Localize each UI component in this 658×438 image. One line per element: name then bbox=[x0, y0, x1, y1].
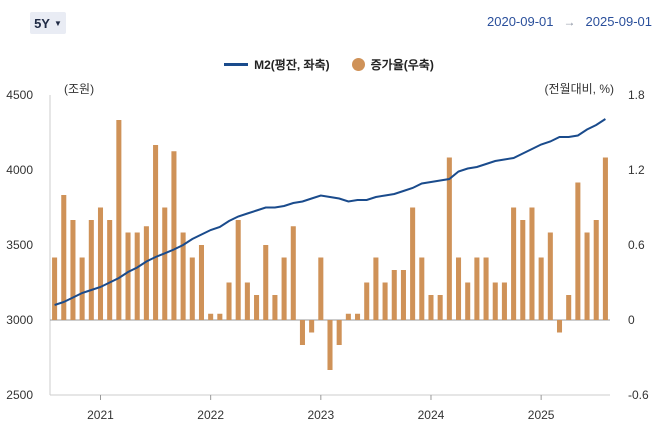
period-select-value: 5Y bbox=[34, 15, 50, 31]
growth-bar bbox=[153, 145, 159, 320]
growth-bar bbox=[465, 282, 471, 320]
m2-line bbox=[54, 118, 606, 306]
right-tick-label: -0.6 bbox=[628, 388, 649, 402]
growth-bar bbox=[501, 282, 507, 320]
legend-dot-marker bbox=[351, 58, 365, 71]
left-tick-label: 4000 bbox=[6, 163, 33, 177]
growth-bar bbox=[529, 207, 535, 320]
growth-bar bbox=[235, 220, 241, 320]
growth-bar bbox=[217, 313, 223, 320]
right-tick-label: 1.8 bbox=[628, 88, 645, 102]
growth-bar bbox=[391, 270, 397, 320]
left-tick-label: 4500 bbox=[6, 88, 33, 102]
x-tick-label: 2025 bbox=[528, 408, 555, 422]
arrow-right-icon: → bbox=[563, 14, 576, 29]
right-unit-label: (전월대비, %) bbox=[545, 82, 615, 96]
growth-bar bbox=[272, 295, 278, 320]
x-tick-label: 2022 bbox=[197, 408, 224, 422]
x-tick-label: 2024 bbox=[418, 408, 445, 422]
growth-bar bbox=[556, 320, 563, 333]
growth-bar bbox=[79, 257, 85, 320]
left-tick-label: 2500 bbox=[6, 388, 33, 402]
growth-bar bbox=[299, 320, 305, 345]
growth-bar bbox=[483, 257, 489, 320]
growth-bar bbox=[116, 120, 122, 320]
growth-bar bbox=[575, 182, 581, 320]
growth-bar bbox=[520, 220, 526, 320]
chevron-down-icon: ▼ bbox=[53, 18, 62, 28]
growth-bar bbox=[593, 220, 599, 320]
growth-bar bbox=[88, 220, 94, 320]
growth-bar bbox=[70, 220, 76, 320]
period-select[interactable]: 5Y ▼ bbox=[30, 12, 66, 34]
right-tick-label: 1.2 bbox=[628, 163, 645, 177]
growth-bar bbox=[538, 257, 544, 320]
legend-item-m2[interactable]: M2(평잔, 좌축) bbox=[224, 56, 330, 73]
end-date[interactable]: 2025-09-01 bbox=[585, 14, 653, 29]
growth-bar bbox=[474, 257, 480, 320]
growth-bar bbox=[419, 257, 425, 320]
growth-bar bbox=[162, 207, 168, 320]
legend-line-marker bbox=[224, 63, 249, 66]
growth-bar bbox=[61, 195, 67, 320]
legend-label-growth: 증가율(우축) bbox=[370, 58, 434, 72]
growth-bar bbox=[345, 313, 351, 320]
growth-bar bbox=[410, 207, 416, 320]
growth-bar bbox=[198, 245, 204, 320]
growth-bar bbox=[134, 232, 140, 320]
right-tick-label: 0 bbox=[628, 313, 635, 327]
right-tick-label: 0.6 bbox=[628, 238, 645, 252]
growth-bar bbox=[446, 157, 452, 320]
growth-bar bbox=[382, 282, 388, 320]
growth-bar bbox=[254, 295, 260, 320]
growth-bar bbox=[189, 257, 195, 320]
growth-bar bbox=[373, 257, 379, 320]
start-date[interactable]: 2020-09-01 bbox=[487, 14, 554, 29]
growth-bar bbox=[492, 282, 498, 320]
growth-bar bbox=[428, 295, 434, 320]
date-range[interactable]: 2020-09-01 → 2025-09-01 bbox=[487, 14, 652, 29]
growth-bar bbox=[318, 257, 324, 320]
growth-bar bbox=[547, 232, 553, 320]
growth-bar bbox=[281, 257, 287, 320]
growth-bar bbox=[125, 232, 131, 320]
growth-bar bbox=[143, 226, 149, 320]
growth-bar bbox=[180, 232, 186, 320]
left-tick-label: 3000 bbox=[6, 313, 33, 327]
growth-bar bbox=[364, 282, 370, 320]
growth-bar bbox=[511, 207, 517, 320]
growth-bar bbox=[244, 282, 250, 320]
growth-bar bbox=[355, 313, 361, 320]
growth-bar bbox=[226, 282, 232, 320]
growth-bar bbox=[566, 295, 572, 320]
growth-bar bbox=[602, 157, 608, 320]
growth-bar bbox=[97, 207, 104, 320]
growth-bar bbox=[171, 151, 177, 320]
growth-bar bbox=[309, 320, 315, 333]
left-unit-label: (조원) bbox=[64, 82, 94, 96]
growth-bar bbox=[584, 232, 590, 320]
x-tick-label: 2023 bbox=[307, 408, 334, 422]
legend-label-m2: M2(평잔, 좌축) bbox=[254, 58, 330, 72]
growth-bar bbox=[327, 320, 333, 370]
growth-bar bbox=[107, 220, 113, 320]
growth-bar bbox=[336, 320, 342, 345]
growth-bar bbox=[400, 270, 406, 320]
growth-bar bbox=[52, 257, 58, 320]
chart-legend: M2(평잔, 좌축) 증가율(우축) bbox=[0, 56, 658, 73]
legend-item-growth[interactable]: 증가율(우축) bbox=[351, 56, 434, 73]
growth-bar bbox=[263, 245, 269, 320]
x-tick-label: 2021 bbox=[87, 408, 114, 422]
left-tick-label: 3500 bbox=[6, 238, 33, 252]
growth-bar bbox=[437, 295, 443, 320]
growth-bar bbox=[290, 226, 296, 320]
growth-bar bbox=[208, 313, 214, 320]
growth-bar bbox=[456, 257, 462, 320]
